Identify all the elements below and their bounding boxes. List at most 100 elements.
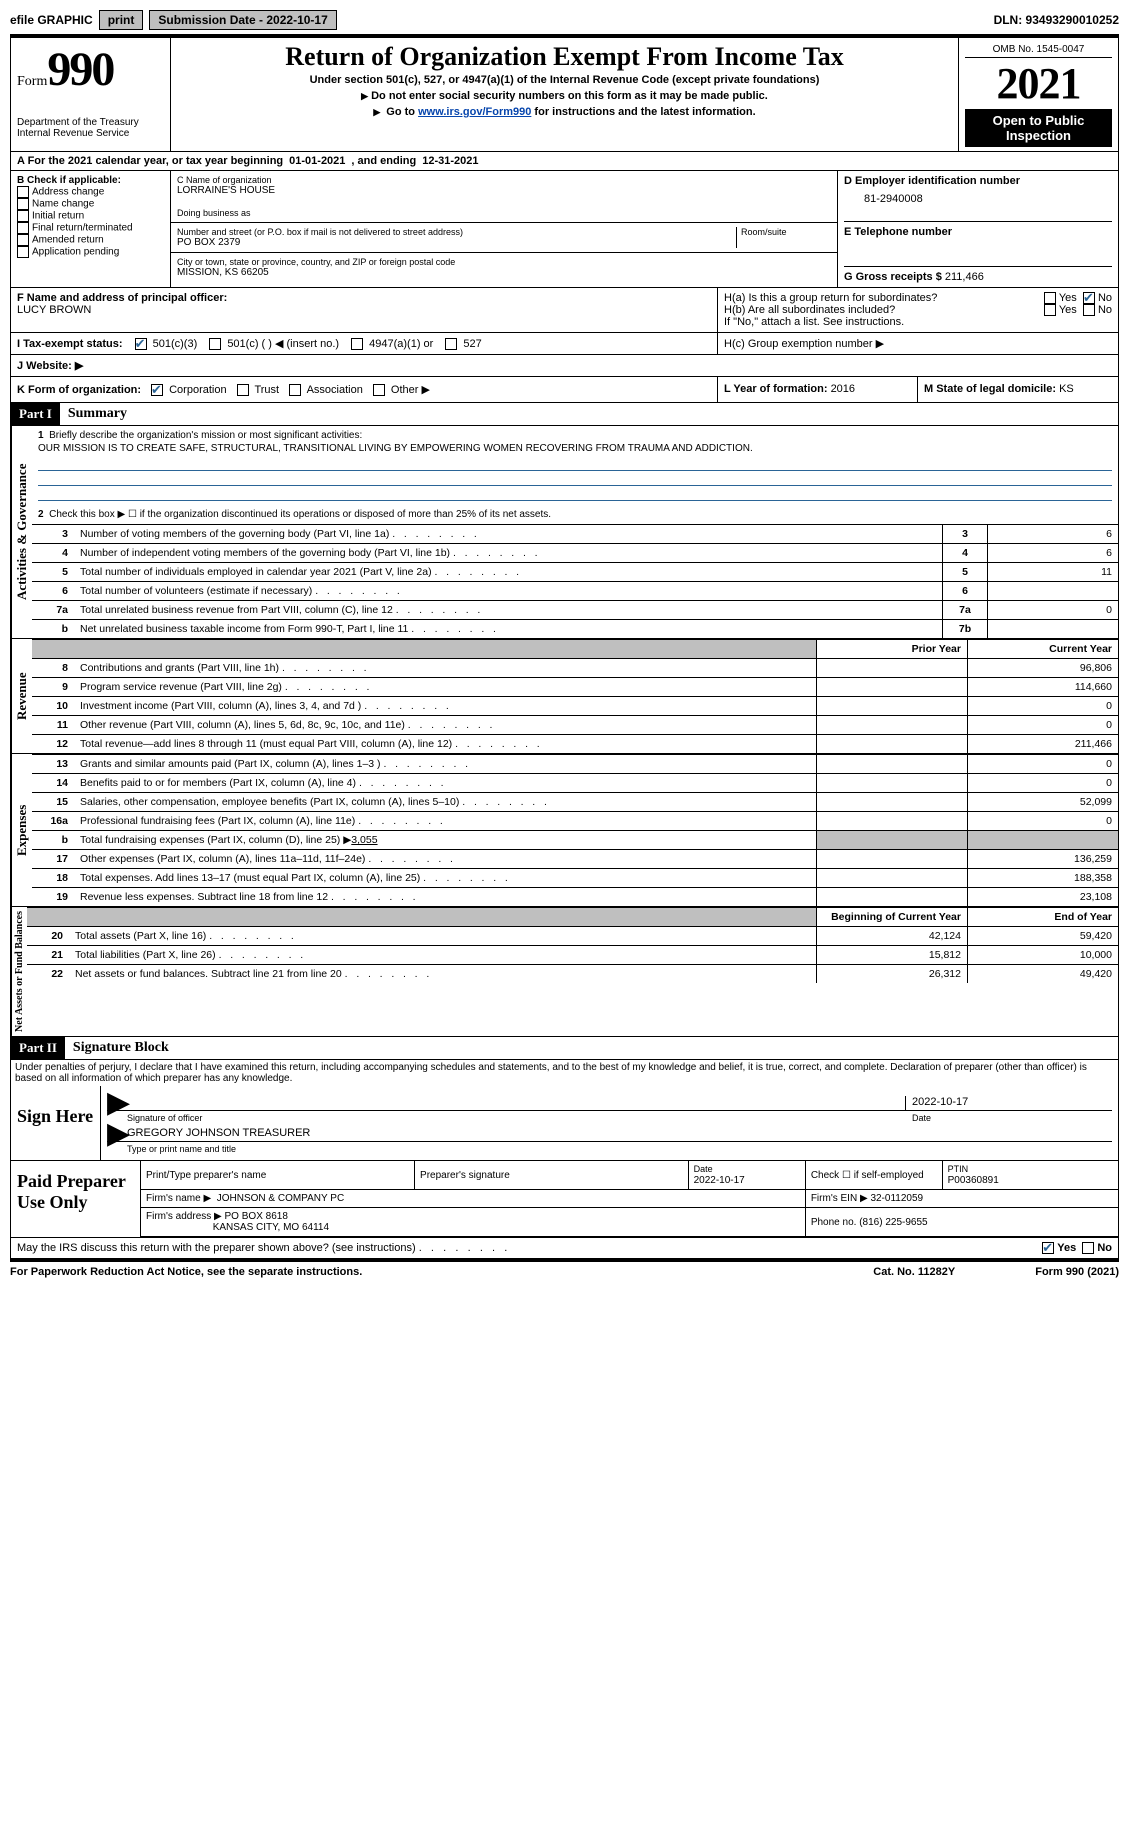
vert-netassets: Net Assets or Fund Balances bbox=[11, 907, 27, 1036]
firm-phone: (816) 225-9655 bbox=[859, 1217, 927, 1228]
section-netassets: Net Assets or Fund Balances Beginning of… bbox=[10, 907, 1119, 1037]
vert-governance: Activities & Governance bbox=[11, 426, 32, 638]
checkbox-amended[interactable]: Amended return bbox=[17, 234, 164, 246]
hb-yes[interactable] bbox=[1044, 304, 1056, 316]
officer-name: LUCY BROWN bbox=[17, 304, 91, 316]
officer-name-title: GREGORY JOHNSON TREASURER bbox=[127, 1127, 310, 1141]
box-b-title: B Check if applicable: bbox=[17, 175, 164, 186]
checkbox-address-change[interactable]: Address change bbox=[17, 186, 164, 198]
form-header: Form990 Department of the Treasury Inter… bbox=[10, 37, 1119, 152]
may-irs-yes[interactable] bbox=[1042, 1242, 1054, 1254]
form-title: Return of Organization Exempt From Incom… bbox=[177, 42, 952, 72]
section-revenue: Revenue Prior YearCurrent Year8Contribut… bbox=[10, 639, 1119, 754]
checkbox-final-return[interactable]: Final return/terminated bbox=[17, 222, 164, 234]
hb-note: If "No," attach a list. See instructions… bbox=[724, 316, 1112, 328]
may-irs-no[interactable] bbox=[1082, 1242, 1094, 1254]
cb-assoc[interactable]: Association bbox=[289, 384, 363, 396]
irs-link[interactable]: www.irs.gov/Form990 bbox=[418, 106, 531, 118]
cb-corp[interactable]: Corporation bbox=[151, 384, 227, 396]
instr-link: Go to www.irs.gov/Form990 for instructio… bbox=[177, 106, 952, 118]
part2-badge: Part II bbox=[11, 1037, 65, 1059]
cb-other[interactable]: Other ▶ bbox=[373, 383, 430, 396]
cat-no: Cat. No. 11282Y bbox=[873, 1266, 955, 1278]
row-j: J Website: ▶ bbox=[10, 355, 1119, 377]
room-label: Room/suite bbox=[741, 227, 831, 237]
part2-header-row: Part II Signature Block bbox=[10, 1037, 1119, 1060]
sign-here-label: Sign Here bbox=[11, 1086, 101, 1160]
section-governance: Activities & Governance 1 Briefly descri… bbox=[10, 426, 1119, 639]
ein-label: D Employer identification number bbox=[844, 175, 1112, 187]
omb-number: OMB No. 1545-0047 bbox=[965, 42, 1112, 58]
table-netassets: Beginning of Current YearEnd of Year20To… bbox=[27, 907, 1118, 983]
section-expenses: Expenses 13Grants and similar amounts pa… bbox=[10, 754, 1119, 907]
mission-text: OUR MISSION IS TO CREATE SAFE, STRUCTURA… bbox=[38, 443, 1112, 454]
cb-trust[interactable]: Trust bbox=[237, 384, 280, 396]
ha-yes[interactable] bbox=[1044, 292, 1056, 304]
may-irs-label: May the IRS discuss this return with the… bbox=[17, 1242, 507, 1254]
cb-527[interactable]: 527 bbox=[445, 338, 481, 350]
cb-501c3[interactable]: 501(c)(3) bbox=[135, 338, 198, 350]
print-button[interactable]: print bbox=[99, 10, 144, 30]
table-revenue: Prior YearCurrent Year8Contributions and… bbox=[32, 639, 1118, 753]
submission-date-button[interactable]: Submission Date - 2022-10-17 bbox=[149, 10, 336, 30]
part1-header-row: Part I Summary bbox=[10, 403, 1119, 426]
form-footer: Form 990 (2021) bbox=[1035, 1266, 1119, 1278]
instr-ssn: Do not enter social security numbers on … bbox=[177, 90, 952, 102]
hb-no[interactable] bbox=[1083, 304, 1095, 316]
city: MISSION, KS 66205 bbox=[177, 267, 831, 278]
ein: 81-2940008 bbox=[844, 187, 1112, 205]
table-governance: 3Number of voting members of the governi… bbox=[32, 524, 1118, 638]
form-org-label: K Form of organization: bbox=[17, 384, 141, 396]
org-name-label: C Name of organization bbox=[177, 175, 831, 185]
mission-label: Briefly describe the organization's miss… bbox=[49, 430, 362, 441]
table-expenses: 13Grants and similar amounts paid (Part … bbox=[32, 754, 1118, 906]
phone-label: E Telephone number bbox=[844, 221, 1112, 238]
firm-name: JOHNSON & COMPANY PC bbox=[217, 1193, 344, 1204]
firm-addr2: KANSAS CITY, MO 64114 bbox=[213, 1222, 329, 1233]
state-domicile-label: M State of legal domicile: bbox=[924, 383, 1059, 395]
firm-ein: 32-0112059 bbox=[870, 1193, 923, 1204]
prep-sig-label: Preparer's signature bbox=[415, 1161, 689, 1190]
addr-label: Number and street (or P.O. box if mail i… bbox=[177, 227, 736, 237]
city-label: City or town, state or province, country… bbox=[177, 257, 831, 267]
check-self-employed[interactable]: Check ☐ if self-employed bbox=[805, 1161, 942, 1190]
part1-title: Summary bbox=[60, 403, 135, 425]
cb-4947[interactable]: 4947(a)(1) or bbox=[351, 338, 433, 350]
firm-addr1: PO BOX 8618 bbox=[225, 1211, 288, 1222]
form-subtitle: Under section 501(c), 527, or 4947(a)(1)… bbox=[177, 74, 952, 86]
sig-arrow-icon: ▶ bbox=[107, 1096, 127, 1110]
dept-treasury: Department of the Treasury bbox=[17, 117, 164, 128]
irs-label: Internal Revenue Service bbox=[17, 128, 164, 139]
checkbox-initial-return[interactable]: Initial return bbox=[17, 210, 164, 222]
declaration: Under penalties of perjury, I declare th… bbox=[10, 1060, 1119, 1086]
sig-date: 2022-10-17 bbox=[905, 1096, 1112, 1110]
ptin: P00360891 bbox=[948, 1175, 999, 1186]
gross-val: 211,466 bbox=[945, 271, 984, 283]
row-a: A For the 2021 calendar year, or tax yea… bbox=[10, 152, 1119, 171]
preparer-table: Print/Type preparer's name Preparer's si… bbox=[141, 1161, 1118, 1237]
hc-label: H(c) Group exemption number ▶ bbox=[718, 333, 1118, 354]
page-footer: For Paperwork Reduction Act Notice, see … bbox=[10, 1262, 1119, 1282]
year-formation-label: L Year of formation: bbox=[724, 383, 831, 395]
checkbox-name-change[interactable]: Name change bbox=[17, 198, 164, 210]
form-number: Form990 bbox=[17, 42, 164, 97]
sig-officer-label: Signature of officer bbox=[107, 1113, 906, 1123]
hb-label: H(b) Are all subordinates included? bbox=[724, 304, 1044, 316]
gross-label: G Gross receipts $ bbox=[844, 271, 945, 283]
addr: PO BOX 2379 bbox=[177, 237, 736, 248]
tax-status-label: I Tax-exempt status: bbox=[17, 338, 123, 350]
year-formation: 2016 bbox=[831, 383, 855, 395]
signature-block: Sign Here ▶ 2022-10-17 Signature of offi… bbox=[10, 1086, 1119, 1238]
checkbox-app-pending[interactable]: Application pending bbox=[17, 246, 164, 258]
ha-label: H(a) Is this a group return for subordin… bbox=[724, 292, 1044, 304]
tax-year: 2021 bbox=[965, 58, 1112, 109]
name-title-label: Type or print name and title bbox=[107, 1144, 1112, 1154]
website-label: J Website: ▶ bbox=[17, 359, 83, 372]
block-bcd: B Check if applicable: Address change Na… bbox=[10, 171, 1119, 288]
paid-preparer-label: Paid Preparer Use Only bbox=[11, 1161, 141, 1237]
line2-text: Check this box ▶ ☐ if the organization d… bbox=[49, 509, 551, 520]
ha-no[interactable] bbox=[1083, 292, 1095, 304]
cb-501c[interactable]: 501(c) ( ) ◀ (insert no.) bbox=[209, 337, 339, 350]
prep-date: 2022-10-17 bbox=[694, 1175, 745, 1186]
date-label: Date bbox=[906, 1113, 1112, 1123]
